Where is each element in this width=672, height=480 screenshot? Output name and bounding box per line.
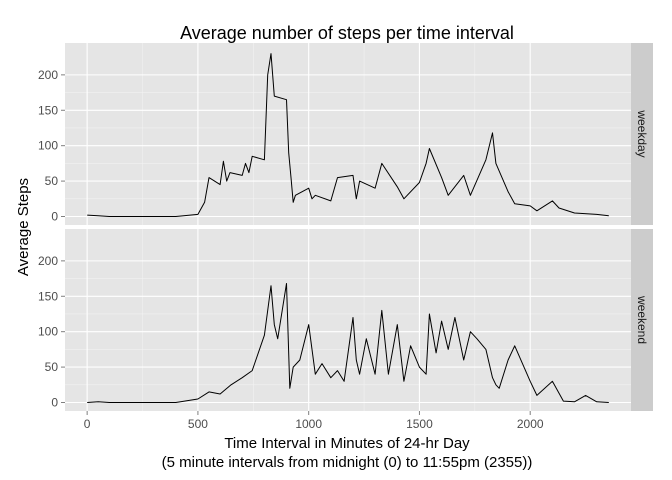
y-axis-title: Average Steps (15, 178, 32, 276)
y-tick-label: 150 (38, 289, 58, 303)
panel-weekend: 0 50 100 150 200 weekend (38, 229, 653, 411)
x-tick-label: 0 (84, 417, 91, 431)
facet-strip (631, 229, 653, 411)
y-tick-label: 200 (38, 254, 58, 268)
y-tick-label: 150 (38, 103, 58, 117)
y-tick-label: 50 (45, 360, 59, 374)
panel-weekday: 0 50 100 150 200 weekday (38, 43, 653, 225)
series-line-weekday (87, 53, 609, 217)
x-tick-label: 2000 (517, 417, 544, 431)
panel-background (65, 229, 631, 411)
panel-background (65, 43, 631, 225)
chart-title: Average number of steps per time interva… (180, 23, 514, 43)
panels: 0 50 100 150 200 weekday 0 50 100 150 200 weekend (38, 43, 653, 411)
x-axis: 0 500 1000 1500 2000 (84, 411, 544, 431)
x-tick-label: 500 (188, 417, 208, 431)
facet-strip (631, 43, 653, 225)
y-tick-label: 200 (38, 68, 58, 82)
x-axis-title-line1: Time Interval in Minutes of 24-hr Day (224, 435, 470, 452)
facet-strip-label: weekend (635, 295, 649, 344)
y-tick-label: 50 (45, 174, 59, 188)
y-tick-label: 0 (51, 210, 58, 224)
y-tick-label: 100 (38, 139, 58, 153)
x-tick-label: 1000 (295, 417, 322, 431)
x-axis-title-line2: (5 minute intervals from midnight (0) to… (162, 454, 533, 471)
x-tick-label: 1500 (406, 417, 433, 431)
y-tick-label: 0 (51, 396, 58, 410)
facet-strip-label: weekday (635, 109, 649, 157)
series-line-weekend (87, 283, 609, 403)
y-tick-label: 100 (38, 325, 58, 339)
